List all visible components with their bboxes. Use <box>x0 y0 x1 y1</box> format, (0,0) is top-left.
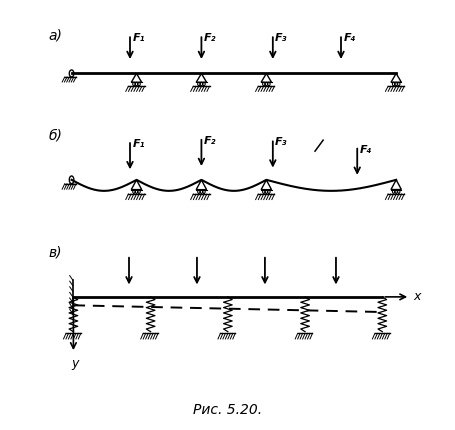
Text: y: y <box>71 357 78 371</box>
Text: F₄: F₄ <box>359 144 371 155</box>
Text: Рис. 5.20.: Рис. 5.20. <box>193 403 262 417</box>
Text: б): б) <box>48 129 62 143</box>
Text: F₂: F₂ <box>203 34 216 43</box>
Text: F₁: F₁ <box>132 139 144 149</box>
Text: в): в) <box>48 245 61 259</box>
Text: F₂: F₂ <box>203 136 216 146</box>
Text: F₁: F₁ <box>132 34 144 43</box>
Text: а): а) <box>48 28 62 42</box>
Text: F₃: F₃ <box>274 138 287 147</box>
Text: F₄: F₄ <box>343 34 355 43</box>
Text: F₃: F₃ <box>274 34 287 43</box>
Text: x: x <box>412 290 420 304</box>
